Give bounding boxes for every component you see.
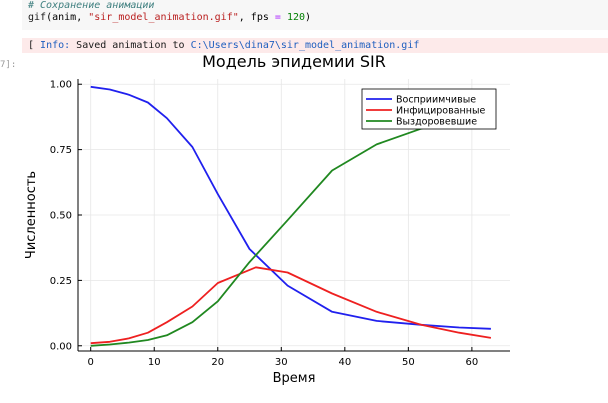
code-arg-anim: anim xyxy=(52,12,77,23)
code-fn-name: gif xyxy=(28,12,47,23)
code-comment-line: # Сохранение анимации xyxy=(28,0,608,12)
chart-title: Модель эпидемии SIR xyxy=(202,52,386,71)
y-tick-label: 0.25 xyxy=(50,276,72,287)
x-tick-label: 50 xyxy=(402,357,415,368)
x-tick-label: 40 xyxy=(338,357,351,368)
x-tick-label: 20 xyxy=(211,357,224,368)
legend-entry: Выздоровевшие xyxy=(396,117,477,128)
code-cell[interactable]: # Сохранение анимации gif(anim, "sir_mod… xyxy=(22,0,608,30)
output-info-message: [ Info: Saved animation to C:\Users\dina… xyxy=(22,38,608,53)
cell-prompt: 7]: xyxy=(0,60,17,70)
y-tick-label: 1.00 xyxy=(50,80,72,91)
series-line-1 xyxy=(90,266,492,345)
y-tick-label: 0.00 xyxy=(50,341,72,352)
info-path: C:\Users\dina7\sir_model_animation.gif xyxy=(190,40,420,51)
x-tick-label: 60 xyxy=(466,357,479,368)
series-line-0 xyxy=(90,85,491,330)
y-tick-label: 0.50 xyxy=(50,211,72,222)
x-tick-label: 0 xyxy=(88,357,94,368)
code-comment: # Сохранение анимации xyxy=(28,0,155,11)
x-tick-label: 10 xyxy=(148,357,161,368)
info-text: Saved animation to xyxy=(70,40,191,51)
series-line-2 xyxy=(90,109,492,347)
info-bracket: [ xyxy=(28,40,41,51)
x-tick-label: 30 xyxy=(275,357,288,368)
code-gif-call-line: gif(anim, "sir_model_animation.gif", fps… xyxy=(28,12,312,23)
legend-entry: Инфицированные xyxy=(396,106,485,117)
y-tick-label: 0.75 xyxy=(50,145,72,156)
legend-box xyxy=(361,88,497,130)
code-fps-value: 120 xyxy=(286,12,306,23)
x-axis-label: Время xyxy=(273,371,316,386)
code-fps-keyword: fps xyxy=(250,12,269,23)
legend-entry: Восприимчивые xyxy=(396,95,476,106)
code-filename-string: "sir_model_animation.gif" xyxy=(88,12,239,23)
sir-chart: 0 10 20 30 40 50 60 0.00 0.25 0.50 0.75 1.00 Модель … xyxy=(24,52,510,386)
y-axis-label: Численность xyxy=(24,171,39,259)
info-tag: Info: xyxy=(40,40,71,51)
